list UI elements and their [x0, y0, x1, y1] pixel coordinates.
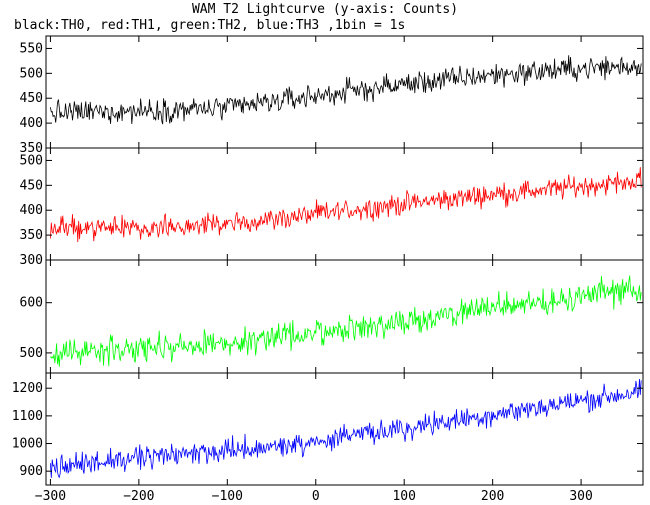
chart-title: WAM T2 Lightcurve (y-axis: Counts): [192, 2, 458, 17]
x-tick-label: 100: [392, 489, 415, 504]
x-tick-label: −300: [35, 489, 66, 504]
y-tick-label: 500: [20, 66, 43, 81]
panel-frame-th0: [45, 35, 644, 149]
panel-frame-th1: [45, 147, 644, 261]
y-tick-label: 500: [20, 153, 43, 168]
y-tick-label: 1200: [12, 381, 43, 396]
x-tick-label: −200: [123, 489, 154, 504]
y-tick-label: 400: [20, 116, 43, 131]
series-line-th0: [50, 55, 642, 125]
y-tick-label: 500: [20, 346, 43, 361]
y-tick-label: 300: [20, 253, 43, 268]
y-tick-label: 600: [20, 296, 43, 311]
panels-group: 350 400 450 500 550 300 350 400 450 500 500 600 900 1…: [12, 35, 644, 504]
y-tick-label: 900: [20, 464, 43, 479]
y-tick-label: 1100: [12, 409, 43, 424]
y-tick-label: 400: [20, 203, 43, 218]
panel-frame-th3: [45, 372, 644, 486]
y-tick-label: 450: [20, 91, 43, 106]
x-tick-label: −100: [212, 489, 243, 504]
x-tick-label: 300: [569, 489, 592, 504]
y-tick-label: 350: [20, 228, 43, 243]
series-line-th2: [50, 275, 642, 367]
y-tick-label: 350: [20, 141, 43, 156]
series-line-th1: [50, 167, 642, 243]
x-tick-label: 200: [481, 489, 504, 504]
chart-subtitle: black:TH0, red:TH1, green:TH2, blue:TH3 …: [14, 18, 405, 33]
series-line-th3: [50, 378, 642, 479]
x-tick-label: 0: [312, 489, 320, 504]
y-tick-label: 450: [20, 178, 43, 193]
y-tick-label: 1000: [12, 437, 43, 452]
y-tick-label: 550: [20, 41, 43, 56]
